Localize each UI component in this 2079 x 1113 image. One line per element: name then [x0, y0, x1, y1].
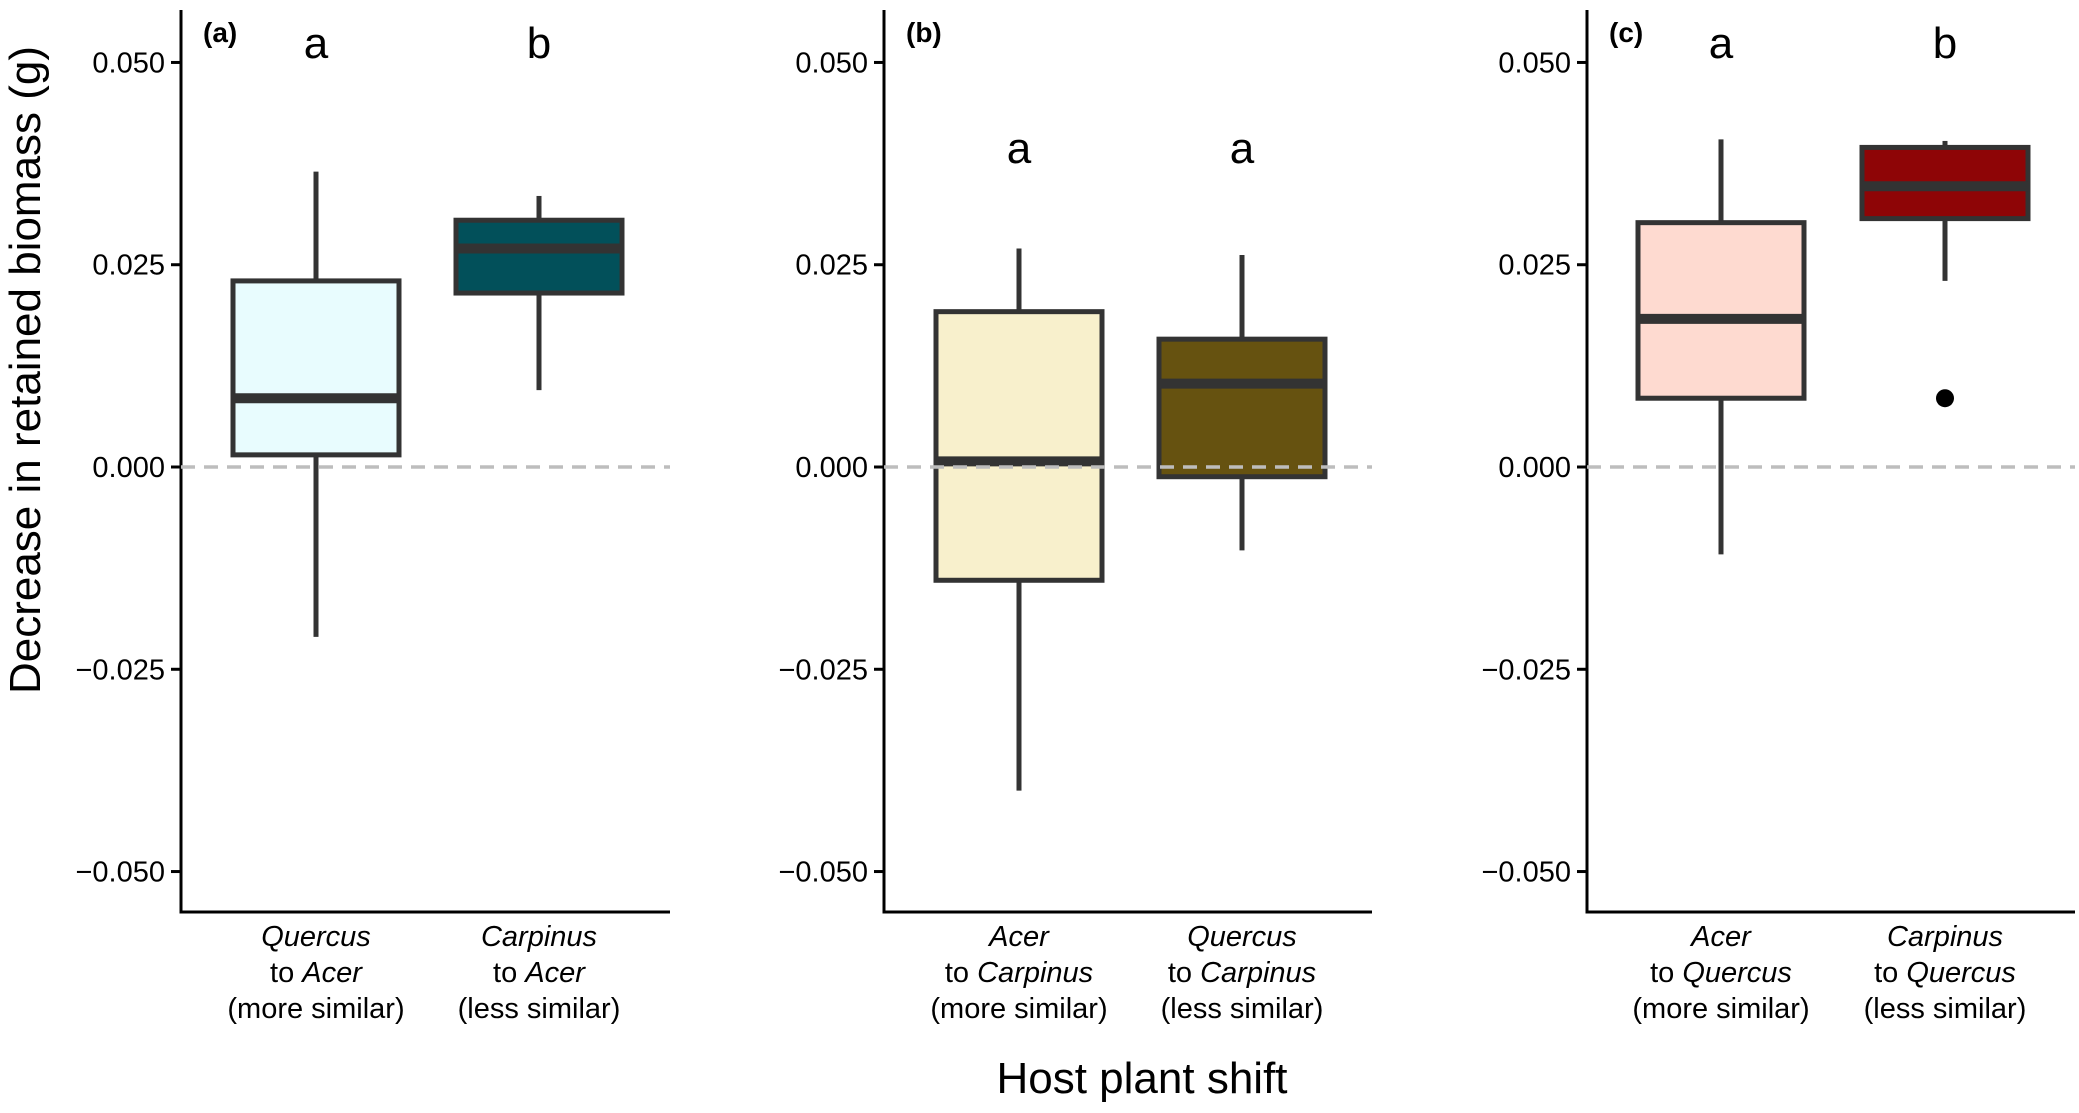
- box-group: a Quercus to Carpinus (less similar): [1156, 124, 1328, 1025]
- x-label-species: Carpinus: [1887, 921, 2003, 953]
- x-label-target-species: Carpinus: [977, 957, 1093, 989]
- significance-letter: a: [1230, 124, 1255, 173]
- y-tick-label: −0.050: [75, 857, 165, 889]
- x-label-connector: to: [945, 957, 977, 989]
- x-label-species: Carpinus: [481, 921, 597, 953]
- x-label-connector: to: [1168, 957, 1200, 989]
- x-label-species: Acer: [987, 921, 1050, 953]
- x-axis-title: Host plant shift: [996, 1054, 1287, 1103]
- box-group: b Carpinus to Quercus (less similar): [1859, 19, 2031, 1025]
- x-label-target: to Quercus: [1874, 957, 2016, 989]
- x-label-similarity: (more similar): [227, 993, 404, 1025]
- x-label-species: Quercus: [1187, 921, 1297, 953]
- x-label-connector: to: [270, 957, 302, 989]
- x-label-similarity: (more similar): [1632, 993, 1809, 1025]
- x-label-target-species: Carpinus: [1200, 957, 1316, 989]
- panel-label: (a): [203, 17, 237, 48]
- y-tick-label: 0.025: [1498, 250, 1571, 282]
- y-tick-label: −0.050: [1481, 857, 1571, 889]
- x-label-connector: to: [1874, 957, 1906, 989]
- panel-a: 0.050 0.025 0.000 −0.025 −0.050 (a) a Quercus to…: [75, 10, 670, 1025]
- x-label-target: to Carpinus: [1168, 957, 1316, 989]
- y-tick-label: 0.025: [92, 250, 165, 282]
- y-tick-label: 0.050: [795, 47, 868, 79]
- outlier-point: [1936, 389, 1954, 408]
- y-tick-label: 0.000: [92, 452, 165, 484]
- x-label-species: Acer: [1689, 921, 1752, 953]
- x-label-target: to Acer: [493, 957, 586, 989]
- x-label-target-species: Acer: [523, 957, 586, 989]
- y-axis-title: Decrease in retained biomass (g): [1, 46, 50, 694]
- box-group: b Carpinus to Acer (less similar): [453, 19, 625, 1025]
- y-tick-label: 0.025: [795, 250, 868, 282]
- x-label-similarity: (more similar): [930, 993, 1107, 1025]
- iqr-box: [230, 278, 402, 458]
- y-tick-label: 0.050: [1498, 47, 1571, 79]
- significance-letter: b: [1933, 19, 1957, 68]
- y-tick-label: 0.050: [92, 47, 165, 79]
- x-label-similarity: (less similar): [458, 993, 621, 1025]
- x-label-target-species: Quercus: [1906, 957, 2016, 989]
- x-label-target: to Quercus: [1650, 957, 1792, 989]
- x-label-species: Quercus: [261, 921, 371, 953]
- y-tick-label: −0.050: [778, 857, 868, 889]
- x-label-connector: to: [493, 957, 525, 989]
- y-tick-label: −0.025: [778, 654, 868, 686]
- significance-letter: a: [304, 19, 329, 68]
- x-label-similarity: (less similar): [1864, 993, 2027, 1025]
- panel-label: (b): [906, 17, 942, 48]
- iqr-box: [453, 217, 625, 296]
- significance-letter: a: [1709, 19, 1734, 68]
- iqr-box: [933, 309, 1105, 583]
- panel-label: (c): [1609, 17, 1643, 48]
- y-tick-label: −0.025: [1481, 654, 1571, 686]
- y-tick-label: −0.025: [75, 654, 165, 686]
- y-tick-label: 0.000: [1498, 452, 1571, 484]
- iqr-box: [1156, 336, 1328, 480]
- x-label-target: to Acer: [270, 957, 363, 989]
- y-tick-label: 0.000: [795, 452, 868, 484]
- x-label-target: to Carpinus: [945, 957, 1093, 989]
- x-label-connector: to: [1650, 957, 1682, 989]
- box-group: a Quercus to Acer (more similar): [227, 19, 404, 1025]
- x-label-target-species: Quercus: [1682, 957, 1792, 989]
- x-label-target-species: Acer: [300, 957, 363, 989]
- iqr-box: [1635, 220, 1807, 401]
- x-label-similarity: (less similar): [1161, 993, 1324, 1025]
- significance-letter: b: [527, 19, 551, 68]
- significance-letter: a: [1007, 124, 1032, 173]
